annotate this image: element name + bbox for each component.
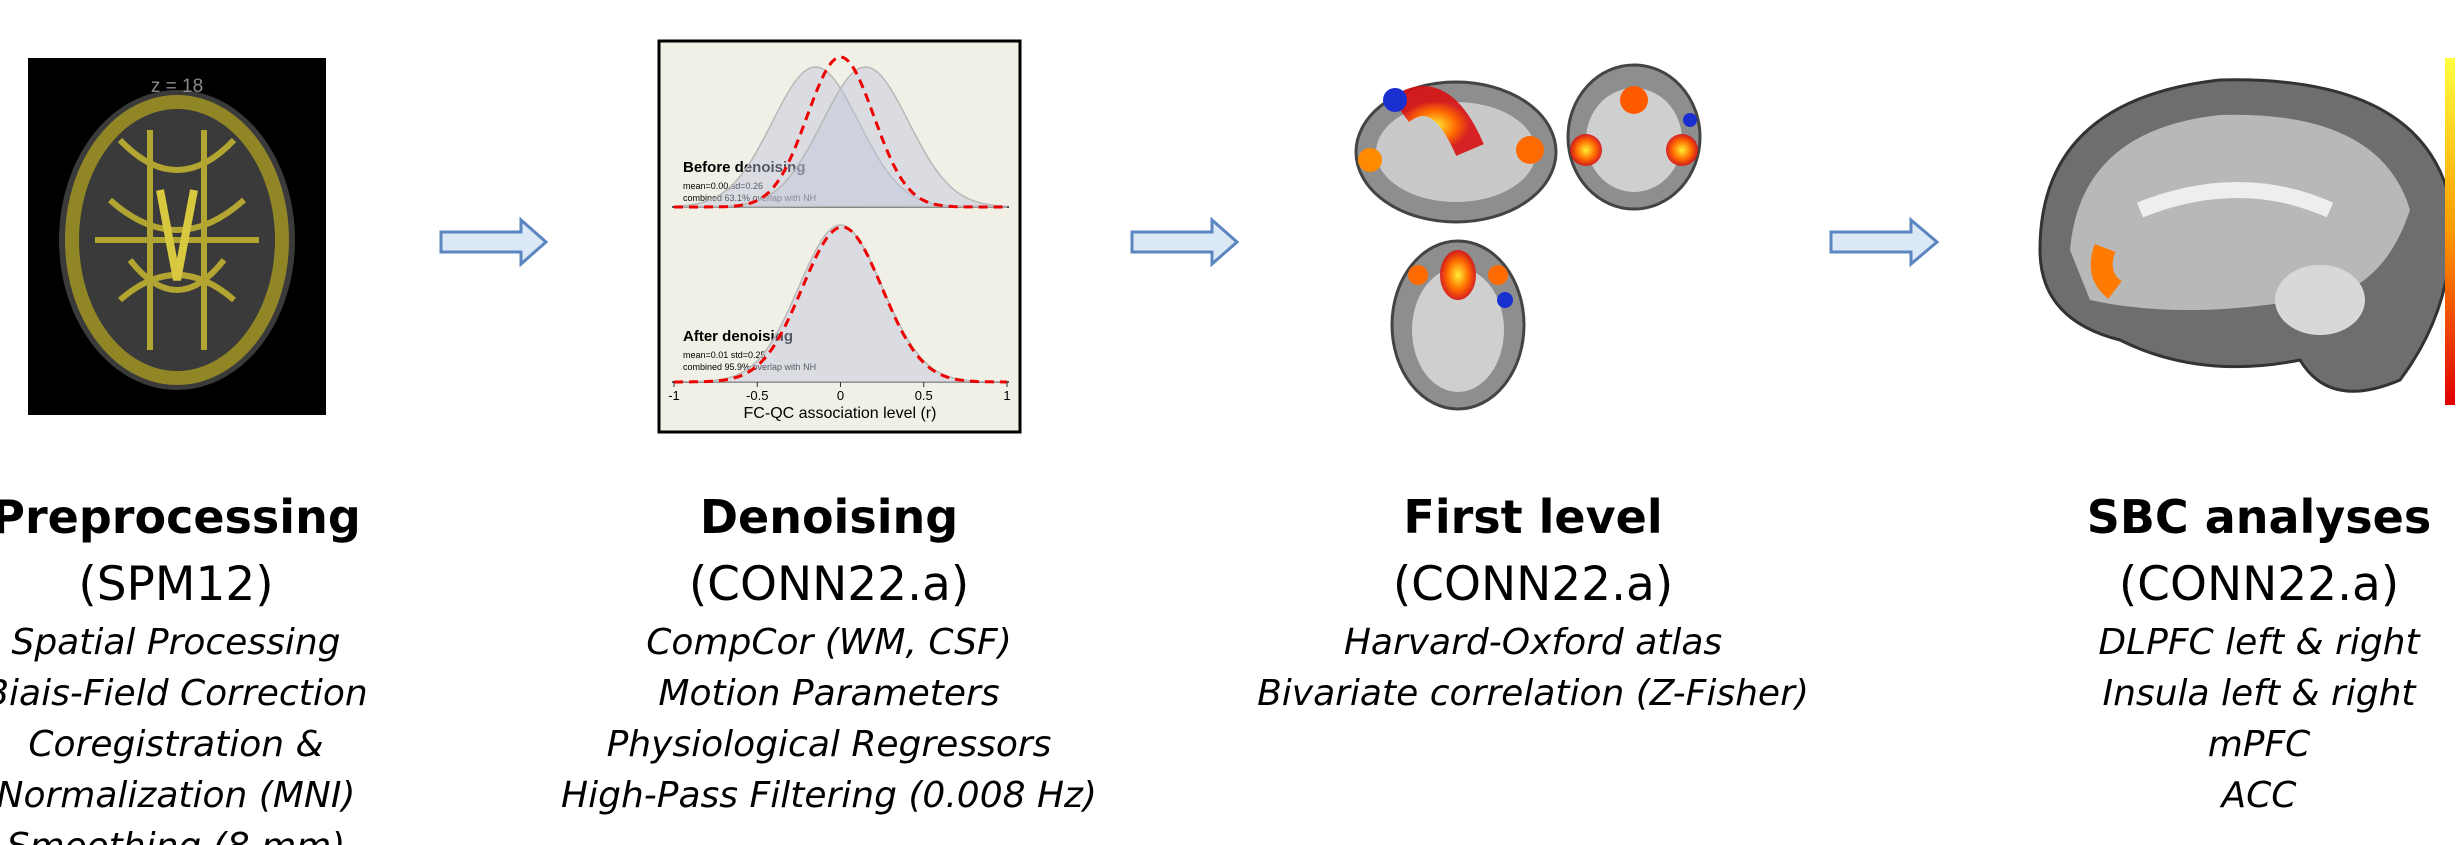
- stage-item: Smoothing (8 mm): [7, 826, 346, 845]
- x-tick-label: -0.5: [746, 388, 768, 403]
- stage-item: CompCor (WM, CSF): [646, 622, 1011, 663]
- stage-software: (CONN22.a): [2119, 557, 2399, 612]
- preprocessing-image: z = 18: [28, 58, 326, 415]
- stage-title: Denoising: [700, 490, 958, 544]
- stage-software: (CONN22.a): [1393, 557, 1673, 612]
- stage-item: Biais-Field Correction: [0, 673, 368, 714]
- x-axis-label: FC-QC association level (r): [744, 405, 937, 422]
- denoising-plot: Before denoising mean=0.00,sd=0.26 combi…: [659, 41, 1020, 432]
- stage-item: Normalization (MNI): [0, 775, 355, 816]
- stage-item: Coregistration &: [28, 724, 323, 765]
- first-level-image: [1356, 65, 1700, 409]
- pipeline-diagram: z = 18 Before denoising mean=0.00,sd=0.2…: [0, 0, 2463, 845]
- slice-label: z = 18: [151, 76, 203, 97]
- stage-item: Harvard-Oxford atlas: [1344, 622, 1722, 663]
- stage-title: First level: [1403, 490, 1662, 544]
- sbc-image: [2040, 58, 2455, 405]
- stage-software: (SPM12): [78, 557, 273, 612]
- x-tick-label: 1: [1003, 388, 1010, 403]
- stage-software: (CONN22.a): [689, 557, 969, 612]
- stage-item: Spatial Processing: [11, 622, 340, 663]
- stage-item: Motion Parameters: [658, 673, 999, 714]
- stage-item: mPFC: [2208, 724, 2311, 765]
- page: z = 18 Before denoising mean=0.00,sd=0.2…: [0, 0, 2463, 845]
- stage-item: Physiological Regressors: [607, 724, 1052, 765]
- stage-item: Insula left & right: [2103, 673, 2418, 714]
- stage-item: High-Pass Filtering (0.008 Hz): [561, 775, 1097, 816]
- x-tick-label: -1: [668, 388, 680, 403]
- stage-item: Bivariate correlation (Z-Fisher): [1257, 673, 1809, 714]
- panel-stats: mean=0.01 std=0.25: [683, 350, 766, 360]
- x-tick-label: 0: [837, 388, 844, 403]
- stage-title: SBC analyses: [2087, 490, 2432, 544]
- stage-item: ACC: [2220, 775, 2298, 816]
- stage-item: DLPFC left & right: [2098, 622, 2421, 663]
- x-tick-label: 0.5: [915, 388, 933, 403]
- stage-title: Preprocessing: [0, 490, 361, 544]
